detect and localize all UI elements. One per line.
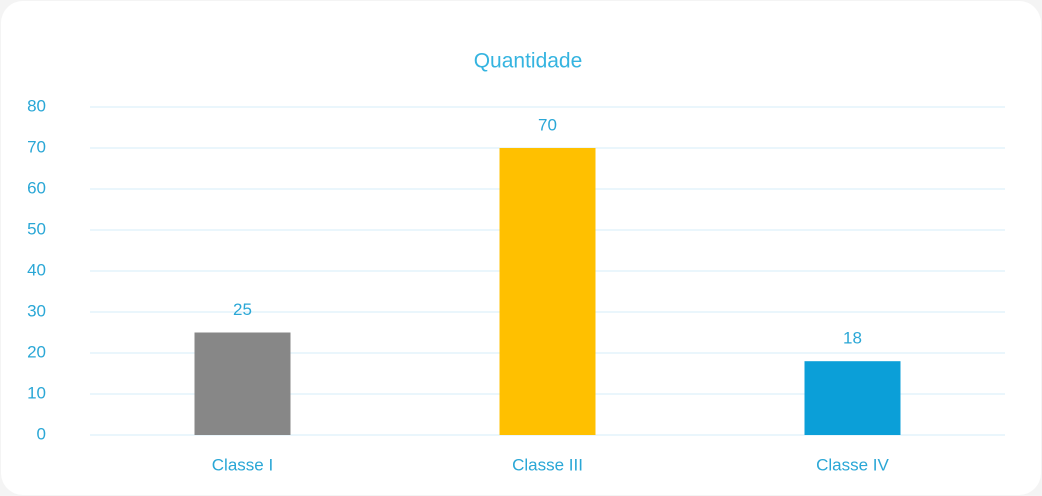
y-tick-label: 80 (27, 96, 46, 115)
y-tick-label: 50 (27, 219, 46, 238)
y-tick-label: 0 (37, 424, 46, 443)
x-tick-label: Classe III (512, 455, 583, 474)
y-tick-label: 10 (27, 383, 46, 402)
y-tick-label: 20 (27, 342, 46, 361)
y-tick-label: 70 (27, 137, 46, 156)
y-tick-label: 40 (27, 260, 46, 279)
bar (499, 148, 596, 435)
data-label: 70 (538, 115, 557, 134)
y-tick-label: 30 (27, 301, 46, 320)
bar (804, 361, 901, 435)
chart-title: Quantidade (474, 50, 583, 73)
x-tick-label: Classe IV (816, 455, 889, 474)
bar (194, 332, 291, 435)
data-label: 18 (843, 329, 862, 348)
data-label: 25 (233, 300, 252, 319)
y-tick-label: 60 (27, 178, 46, 197)
x-tick-label: Classe I (212, 455, 273, 474)
